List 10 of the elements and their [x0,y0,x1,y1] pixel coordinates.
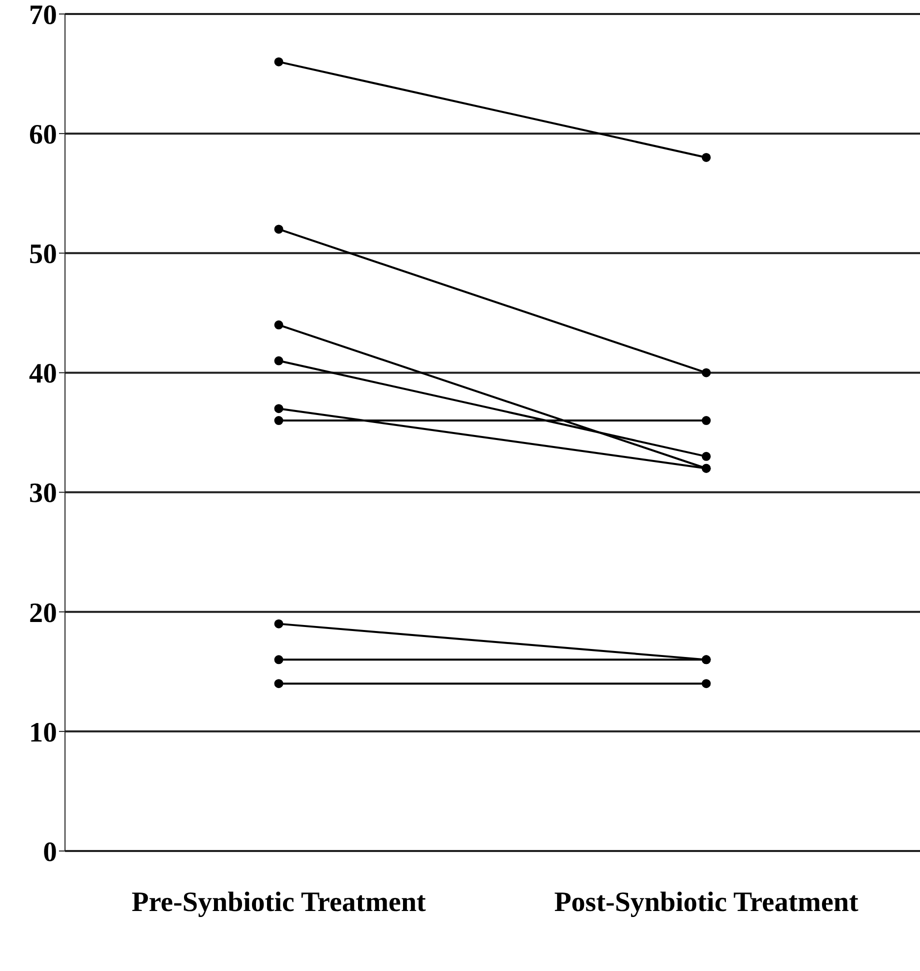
y-tick-label: 60 [29,120,57,151]
x-tick-label: Post-Synbiotic Treatment [554,886,859,918]
y-tick-label: 70 [29,0,57,31]
y-tick-label: 10 [29,717,57,748]
x-tick-label: Pre-Synbiotic Treatment [132,886,427,918]
y-tick-label: 40 [29,358,57,390]
y-tick-label: 30 [29,478,57,510]
y-tick-label: 0 [43,836,57,868]
y-tick-label: 20 [29,598,57,629]
y-tick-label: 50 [29,239,57,270]
